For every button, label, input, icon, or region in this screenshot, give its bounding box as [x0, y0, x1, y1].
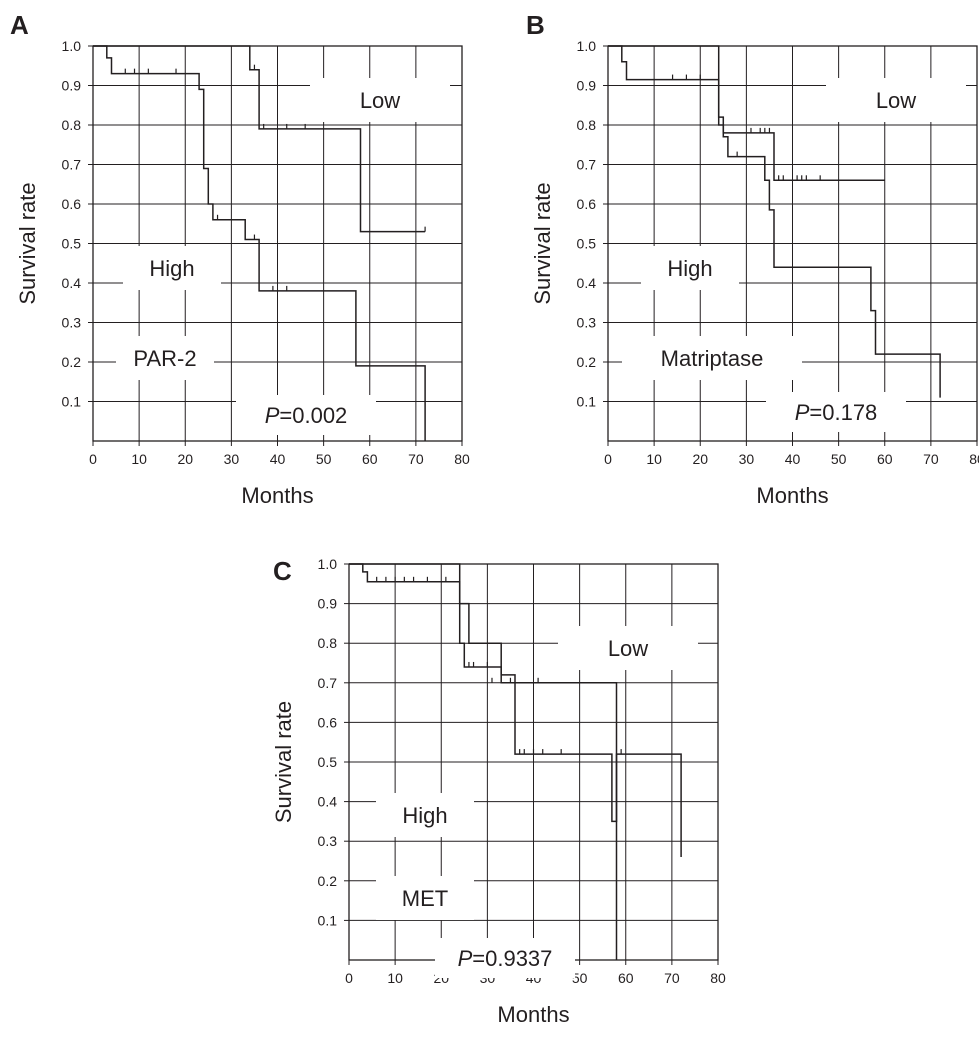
- y-tick-label: 0.1: [62, 394, 82, 410]
- y-tick-label: 0.8: [318, 635, 338, 651]
- y-tick-label: 0.4: [577, 275, 597, 291]
- panel-b-chart: 0 10 20 30 40 50 60 70 80 0.1 0.2 0.3 0.4 0.5 0.6 0.7 0.…: [530, 38, 979, 508]
- x-tick-label: 80: [454, 451, 470, 467]
- y-tick-label: 0.5: [577, 236, 597, 252]
- x-tick-label: 80: [969, 451, 979, 467]
- x-tick-label: 0: [345, 970, 353, 986]
- y-tick-label: 0.2: [62, 354, 82, 370]
- y-tick-label: 0.6: [318, 714, 338, 730]
- y-tick-label: 0.7: [62, 157, 82, 173]
- x-tick-label: 0: [604, 451, 612, 467]
- x-tick-label: 70: [664, 970, 680, 986]
- p-label-bg: [236, 395, 376, 435]
- marker-name-label: Matriptase: [661, 346, 764, 371]
- y-tick-label: 0.9: [318, 596, 338, 612]
- x-tick-label: 80: [710, 970, 726, 986]
- group-label-high: High: [149, 256, 194, 281]
- x-tick-label: 70: [408, 451, 424, 467]
- survival-curve-high: [608, 45, 941, 398]
- y-tick-label: 1.0: [318, 556, 338, 572]
- y-tick-label: 0.4: [318, 794, 338, 810]
- survival-curve-high: [349, 563, 682, 857]
- y-tick-label: 0.3: [577, 315, 597, 331]
- x-tick-label: 50: [831, 451, 847, 467]
- y-tick-label: 0.6: [62, 196, 82, 212]
- group-label-low: Low: [876, 88, 916, 113]
- y-axis-title: Survival rate: [530, 182, 555, 304]
- high-label-bg: [376, 793, 474, 837]
- x-tick-label: 50: [316, 451, 332, 467]
- low-label-bg: [826, 78, 966, 122]
- x-tick-label: 10: [131, 451, 147, 467]
- y-tick-label: 0.2: [318, 873, 338, 889]
- marker-label-bg: [116, 336, 214, 380]
- survival-curve-high: [93, 45, 426, 441]
- panel-a-letter: A: [10, 10, 29, 40]
- y-tick-label: 0.9: [62, 78, 82, 94]
- survival-curve-low: [93, 45, 426, 233]
- y-tick-label: 0.2: [577, 354, 597, 370]
- y-tick-label: 0.1: [577, 394, 597, 410]
- y-tick-label: 0.7: [318, 675, 338, 691]
- y-tick-label: 0.6: [577, 196, 597, 212]
- x-tick-label: 60: [362, 451, 378, 467]
- low-label-bg: [558, 626, 698, 670]
- x-tick-label: 10: [387, 970, 403, 986]
- x-tick-label: 20: [177, 451, 193, 467]
- low-label-bg: [310, 78, 450, 122]
- marker-name-label: MET: [402, 886, 448, 911]
- y-axis-title: Survival rate: [15, 182, 40, 304]
- panel-b-letter: B: [526, 10, 545, 40]
- x-tick-label: 30: [739, 451, 755, 467]
- p-label-bg: [435, 938, 575, 978]
- panel-c-letter: C: [273, 556, 292, 586]
- group-label-low: Low: [360, 88, 400, 113]
- y-tick-label: 0.8: [577, 117, 597, 133]
- p-value-label: P=0.178: [795, 400, 878, 425]
- x-tick-label: 0: [89, 451, 97, 467]
- y-axis-title: Survival rate: [271, 701, 296, 823]
- y-tick-label: 0.9: [577, 78, 597, 94]
- x-axis-title: Months: [756, 483, 828, 508]
- p-value-label: P=0.9337: [458, 946, 553, 971]
- x-tick-label: 10: [646, 451, 662, 467]
- y-tick-label: 0.5: [318, 754, 338, 770]
- group-label-high: High: [402, 803, 447, 828]
- group-label-high: High: [667, 256, 712, 281]
- y-tick-label: 0.3: [318, 833, 338, 849]
- x-tick-label: 30: [224, 451, 240, 467]
- marker-name-label: PAR-2: [133, 346, 196, 371]
- x-axis-title: Months: [497, 1002, 569, 1027]
- x-tick-label: 70: [923, 451, 939, 467]
- x-tick-label: 60: [877, 451, 893, 467]
- x-tick-label: 40: [270, 451, 286, 467]
- x-tick-label: 20: [692, 451, 708, 467]
- p-value-label: P=0.002: [265, 403, 348, 428]
- y-tick-label: 0.3: [62, 315, 82, 331]
- y-tick-label: 0.7: [577, 157, 597, 173]
- p-label-bg: [766, 392, 906, 432]
- x-tick-label: 40: [785, 451, 801, 467]
- y-tick-label: 1.0: [577, 38, 597, 54]
- panel-c-chart: 010203040506070800.10.20.30.40.50.60.70.…: [271, 556, 726, 1027]
- group-label-low: Low: [608, 636, 648, 661]
- marker-label-bg: [622, 336, 802, 380]
- y-tick-label: 0.4: [62, 275, 82, 291]
- y-tick-label: 0.5: [62, 236, 82, 252]
- x-tick-label: 60: [618, 970, 634, 986]
- y-tick-label: 1.0: [62, 38, 82, 54]
- x-tick-label: 50: [572, 970, 588, 986]
- x-axis-title: Months: [241, 483, 313, 508]
- high-label-bg: [641, 246, 739, 290]
- survival-curve-low: [349, 563, 618, 960]
- panel-a-chart: 0 10 20 30 40 50 60 70 80 0.1 0.2 0.3 0.4 0.5 0.6 0.7 0.…: [15, 38, 470, 508]
- marker-label-bg: [376, 876, 474, 920]
- y-tick-label: 0.1: [318, 912, 338, 928]
- y-tick-label: 0.8: [62, 117, 82, 133]
- high-label-bg: [123, 246, 221, 290]
